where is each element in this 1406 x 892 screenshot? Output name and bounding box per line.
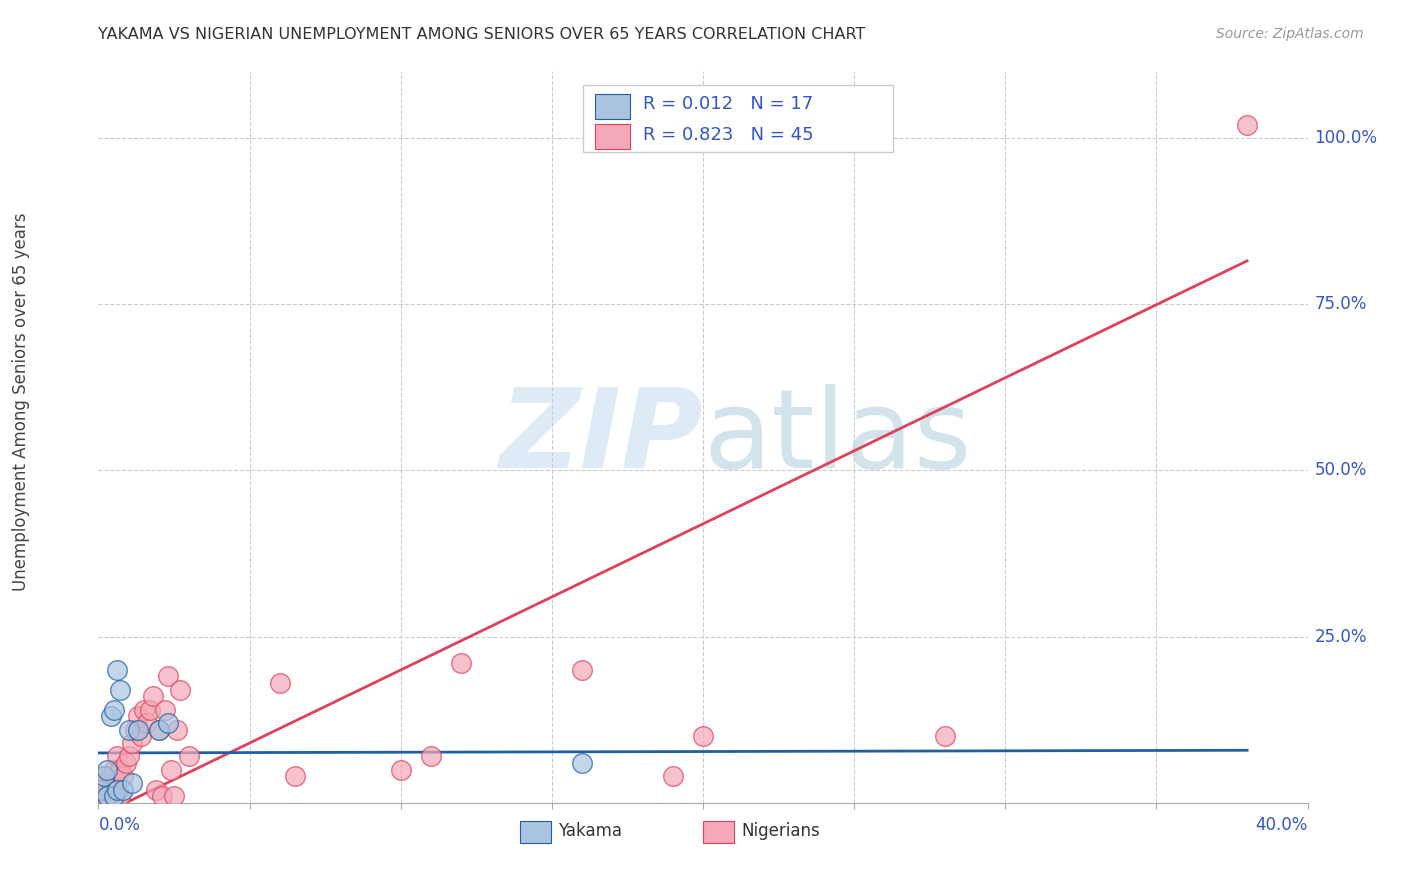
Point — [105, 776, 128, 790]
Point — [108, 682, 131, 697]
Point — [118, 749, 141, 764]
Point — [692, 729, 714, 743]
Point — [111, 782, 134, 797]
Point — [132, 703, 155, 717]
Point — [100, 769, 122, 783]
Text: Yakama: Yakama — [558, 822, 623, 840]
Point — [93, 769, 115, 783]
Point — [571, 663, 593, 677]
Point — [93, 769, 115, 783]
Point — [148, 723, 170, 737]
Text: R = 0.012   N = 17: R = 0.012 N = 17 — [643, 95, 813, 113]
Point — [100, 782, 122, 797]
Text: 75.0%: 75.0% — [1315, 295, 1367, 313]
Point — [450, 656, 472, 670]
Point — [96, 763, 118, 777]
Point — [284, 769, 307, 783]
Point — [108, 789, 131, 804]
Point — [111, 769, 134, 783]
Point — [108, 763, 131, 777]
Text: Nigerians: Nigerians — [741, 822, 820, 840]
Point — [121, 736, 143, 750]
Text: 40.0%: 40.0% — [1256, 816, 1308, 834]
Text: 0.0%: 0.0% — [98, 816, 141, 834]
Point — [90, 789, 112, 804]
Text: 25.0%: 25.0% — [1315, 628, 1367, 646]
Text: 100.0%: 100.0% — [1315, 128, 1378, 147]
Point — [1236, 118, 1258, 132]
Point — [96, 789, 118, 804]
Point — [169, 682, 191, 697]
Point — [90, 776, 112, 790]
Point — [163, 789, 186, 804]
Point — [118, 723, 141, 737]
Point — [103, 789, 125, 804]
Text: atlas: atlas — [703, 384, 972, 491]
Point — [96, 789, 118, 804]
Point — [145, 782, 167, 797]
Point — [135, 716, 157, 731]
Point — [661, 769, 683, 783]
Point — [177, 749, 201, 764]
Point — [105, 782, 128, 797]
Point — [100, 709, 122, 723]
Text: 50.0%: 50.0% — [1315, 461, 1367, 479]
Point — [114, 756, 136, 770]
Point — [121, 776, 143, 790]
Text: Source: ZipAtlas.com: Source: ZipAtlas.com — [1216, 27, 1364, 41]
Point — [124, 723, 146, 737]
Point — [934, 729, 956, 743]
Text: R = 0.823   N = 45: R = 0.823 N = 45 — [643, 126, 813, 144]
Point — [105, 663, 128, 677]
Point — [96, 776, 118, 790]
Point — [129, 729, 152, 743]
Point — [90, 782, 112, 797]
Point — [150, 789, 173, 804]
Point — [571, 756, 593, 770]
Point — [419, 749, 441, 764]
Point — [269, 676, 291, 690]
Point — [103, 703, 125, 717]
Point — [105, 749, 128, 764]
Text: ZIP: ZIP — [499, 384, 703, 491]
Point — [142, 690, 165, 704]
Point — [103, 789, 125, 804]
Text: Unemployment Among Seniors over 65 years: Unemployment Among Seniors over 65 years — [13, 212, 30, 591]
Point — [103, 763, 125, 777]
Point — [148, 723, 170, 737]
Point — [156, 669, 179, 683]
Point — [127, 709, 149, 723]
Point — [166, 723, 188, 737]
Point — [139, 703, 162, 717]
Point — [93, 782, 115, 797]
Point — [389, 763, 412, 777]
Point — [160, 763, 183, 777]
Point — [156, 716, 179, 731]
Text: YAKAMA VS NIGERIAN UNEMPLOYMENT AMONG SENIORS OVER 65 YEARS CORRELATION CHART: YAKAMA VS NIGERIAN UNEMPLOYMENT AMONG SE… — [98, 27, 866, 42]
Point — [153, 703, 176, 717]
Point — [127, 723, 149, 737]
